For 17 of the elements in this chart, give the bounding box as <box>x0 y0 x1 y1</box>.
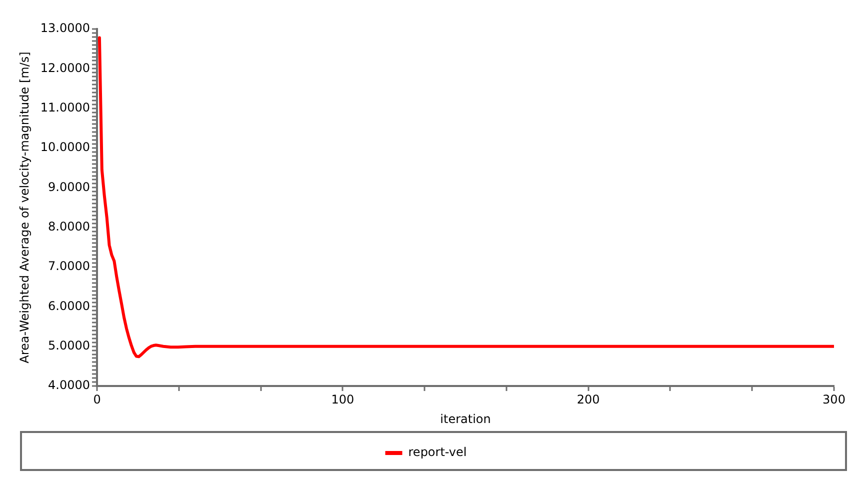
y-tick-label: 6.0000 <box>48 298 90 313</box>
legend-label: report-vel <box>408 445 467 460</box>
x-tick-label: 200 <box>576 392 600 406</box>
x-axis-title: iteration <box>440 412 491 426</box>
y-tick-label: 7.0000 <box>48 259 90 274</box>
x-tick-label: 100 <box>331 392 354 406</box>
y-tick-label: 12.0000 <box>40 60 90 75</box>
x-tick-label: 0 <box>93 392 101 406</box>
y-tick-label: 13.0000 <box>40 21 90 36</box>
y-tick-label: 4.0000 <box>48 378 90 392</box>
y-tick-label: 10.0000 <box>40 140 90 154</box>
x-tick-label: 300 <box>822 392 846 406</box>
y-tick-label: 9.0000 <box>48 180 90 194</box>
y-tick-label: 8.0000 <box>48 219 90 234</box>
y-tick-label: 11.0000 <box>40 100 90 114</box>
y-tick-label: 5.0000 <box>48 338 90 352</box>
y-axis-title: Area-Weighted Average of velocity-magnitude [m/s] <box>17 52 32 364</box>
